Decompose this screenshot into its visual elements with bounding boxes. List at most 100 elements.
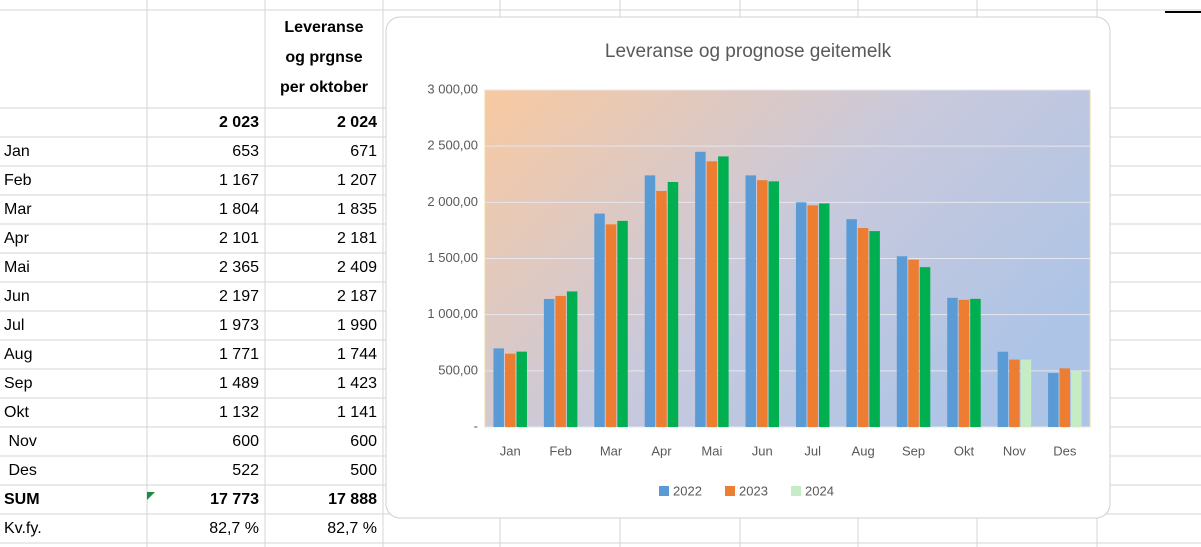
cell-text: 653 xyxy=(232,143,259,160)
error-indicator xyxy=(147,492,155,500)
bar xyxy=(857,228,869,427)
bar xyxy=(896,256,908,427)
bar xyxy=(869,231,880,427)
cell-text: Des xyxy=(4,462,37,479)
cell-text: 1 167 xyxy=(219,172,259,189)
cell-text: 2 101 xyxy=(219,230,259,247)
bar xyxy=(795,202,807,427)
bar xyxy=(493,348,504,427)
legend-label: 2024 xyxy=(805,483,834,498)
cell-text: Mai xyxy=(4,259,30,276)
cell-text: Jun xyxy=(4,288,30,305)
bar xyxy=(617,220,628,427)
y-tick-label: - xyxy=(474,418,478,433)
cell-text: Kv.fy. xyxy=(4,520,42,537)
legend-swatch xyxy=(659,486,669,496)
cell-text: 671 xyxy=(350,143,377,160)
cell-text: 1 771 xyxy=(219,346,259,363)
x-tick-label: Mai xyxy=(701,443,722,458)
bar xyxy=(667,182,679,427)
cell-text: 522 xyxy=(232,462,259,479)
x-tick-label: Apr xyxy=(651,443,672,458)
x-tick-label: Des xyxy=(1053,443,1077,458)
table: Leveranse og prgnse per oktober 2 023 2 024 J… xyxy=(4,19,377,537)
cell-text: 1 804 xyxy=(219,201,259,218)
bar xyxy=(695,151,706,428)
bar xyxy=(947,297,958,427)
cell-text: 2 409 xyxy=(337,259,377,276)
bar xyxy=(605,224,617,427)
header-text: Leveranse xyxy=(284,19,363,36)
cell-text: 600 xyxy=(232,433,259,450)
legend-label: 2023 xyxy=(739,483,768,498)
bar xyxy=(970,298,981,427)
cell-text: 2 197 xyxy=(219,288,259,305)
cell-text: 1 141 xyxy=(337,404,377,421)
legend-swatch xyxy=(791,486,801,496)
y-tick-label: 2 000,00 xyxy=(427,194,478,209)
x-tick-label: Jun xyxy=(752,443,773,458)
cell-text: 17 773 xyxy=(210,491,259,508)
cell-text: 1 207 xyxy=(337,172,377,189)
legend-label: 2022 xyxy=(673,483,702,498)
bar xyxy=(818,203,830,427)
cell-text: 1 990 xyxy=(337,317,377,334)
cell-text: 2 181 xyxy=(337,230,377,247)
bar xyxy=(908,259,919,427)
x-tick-label: Aug xyxy=(852,443,875,458)
bar xyxy=(566,291,578,427)
bar xyxy=(919,267,931,427)
cell-text: Aug xyxy=(4,346,32,363)
y-tick-label: 3 000,00 xyxy=(427,81,478,96)
cell-text: Apr xyxy=(4,230,30,247)
cell-text: 2 187 xyxy=(337,288,377,305)
cell-text: Okt xyxy=(4,404,29,421)
bar xyxy=(718,156,729,427)
bar xyxy=(757,180,768,427)
chart: - 500,00 1 000,00 1 500,00 2 000,00 2 500,00 3… xyxy=(427,81,1090,498)
cell-text: 82,7 % xyxy=(327,520,377,537)
y-tick-label: 1 000,00 xyxy=(427,306,478,321)
bar xyxy=(644,175,656,427)
x-tick-label: Mar xyxy=(600,443,623,458)
cell-text: Feb xyxy=(4,172,32,189)
y-tick-label: 500,00 xyxy=(438,362,478,377)
bar xyxy=(1071,370,1082,427)
bar xyxy=(543,298,555,427)
bar xyxy=(807,205,818,427)
chart-title: Leveranse og prognose geitemelk xyxy=(605,41,892,62)
cell-text: 600 xyxy=(350,433,377,450)
bar xyxy=(745,175,757,427)
x-tick-label: Okt xyxy=(954,443,975,458)
cell-text: 1 835 xyxy=(337,201,377,218)
x-tick-label: Jul xyxy=(804,443,821,458)
cell-text: 1 423 xyxy=(337,375,377,392)
cell-text: Jul xyxy=(4,317,24,334)
x-tick-label: Sep xyxy=(902,443,925,458)
bar xyxy=(1059,368,1071,427)
cell-text: Jan xyxy=(4,143,30,160)
cell-text: 1 744 xyxy=(337,346,377,363)
cell-text: 2 023 xyxy=(219,114,259,131)
bar xyxy=(958,299,970,427)
bar xyxy=(706,161,718,427)
cell-text: SUM xyxy=(4,491,40,508)
cell-text: 2 365 xyxy=(219,259,259,276)
x-tick-label: Feb xyxy=(549,443,571,458)
bar xyxy=(997,351,1009,427)
bar xyxy=(656,190,667,427)
cell-text: Mar xyxy=(4,201,32,218)
legend-swatch xyxy=(725,486,735,496)
cell-text: 1 973 xyxy=(219,317,259,334)
bar xyxy=(504,353,516,427)
cell-text: 1 132 xyxy=(219,404,259,421)
cell-text: Sep xyxy=(4,375,33,392)
bar xyxy=(594,213,605,427)
bar xyxy=(516,351,527,427)
bar xyxy=(846,219,857,427)
header-text: og prgnse xyxy=(285,49,362,66)
bar xyxy=(768,181,780,427)
cell-text: 82,7 % xyxy=(209,520,259,537)
bar xyxy=(1020,359,1032,427)
